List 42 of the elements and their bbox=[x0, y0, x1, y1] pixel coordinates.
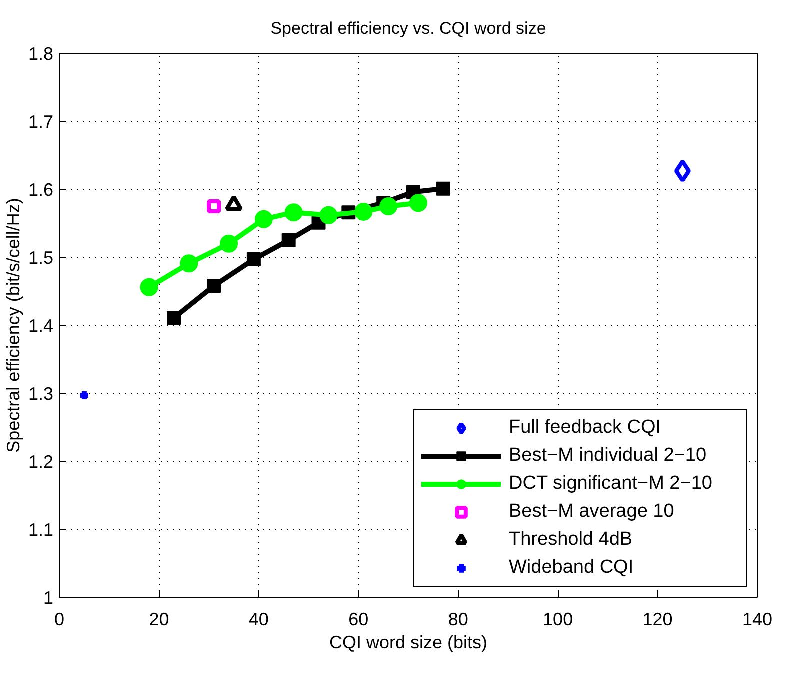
legend-label: Full feedback CQI bbox=[509, 417, 662, 439]
x-tick-label: 20 bbox=[149, 610, 170, 630]
chart-title: Spectral efficiency vs. CQI word size bbox=[270, 19, 546, 38]
y-axis-title: Spectral efficiency (bit/s/cell/Hz) bbox=[3, 198, 24, 453]
point bbox=[320, 206, 338, 224]
y-tick-label: 1.5 bbox=[28, 248, 54, 268]
x-tick-label: 0 bbox=[54, 610, 65, 630]
point bbox=[380, 198, 398, 216]
legend-label: Best−M average 10 bbox=[509, 501, 676, 523]
y-tick-label: 1.2 bbox=[28, 452, 54, 472]
point bbox=[246, 252, 261, 267]
point bbox=[207, 279, 222, 294]
point bbox=[167, 311, 182, 326]
x-tick-label: 140 bbox=[742, 610, 773, 630]
point bbox=[140, 278, 158, 296]
point bbox=[354, 202, 373, 221]
point bbox=[282, 234, 296, 248]
y-tick-label: 1.4 bbox=[28, 316, 54, 336]
point bbox=[284, 204, 303, 222]
x-tick-label: 80 bbox=[448, 610, 468, 630]
point bbox=[207, 200, 222, 214]
point bbox=[180, 254, 198, 273]
y-tick-label: 1.6 bbox=[28, 180, 54, 200]
point bbox=[409, 194, 428, 212]
y-tick-label: 1.7 bbox=[28, 112, 54, 132]
y-tick-label: 1 bbox=[43, 588, 54, 608]
y-tick-label: 1.1 bbox=[28, 520, 54, 540]
point bbox=[436, 182, 450, 196]
x-axis-title: CQI word size (bits) bbox=[329, 632, 488, 652]
y-tick-label: 1.8 bbox=[28, 44, 54, 64]
x-tick-label: 100 bbox=[543, 610, 574, 630]
point bbox=[254, 210, 273, 228]
x-tick-label: 60 bbox=[348, 610, 369, 630]
legend-label: Threshold 4dB bbox=[509, 529, 634, 551]
point bbox=[220, 234, 238, 253]
x-tick-label: 120 bbox=[642, 610, 673, 630]
y-tick-label: 1.3 bbox=[28, 384, 54, 404]
point bbox=[674, 160, 692, 183]
legend-label: Wideband CQI bbox=[509, 557, 635, 579]
x-tick-label: 40 bbox=[248, 610, 269, 630]
legend-label: DCT significant−M 2−10 bbox=[509, 473, 714, 495]
legend-label: Best−M individual 2−10 bbox=[509, 445, 708, 467]
